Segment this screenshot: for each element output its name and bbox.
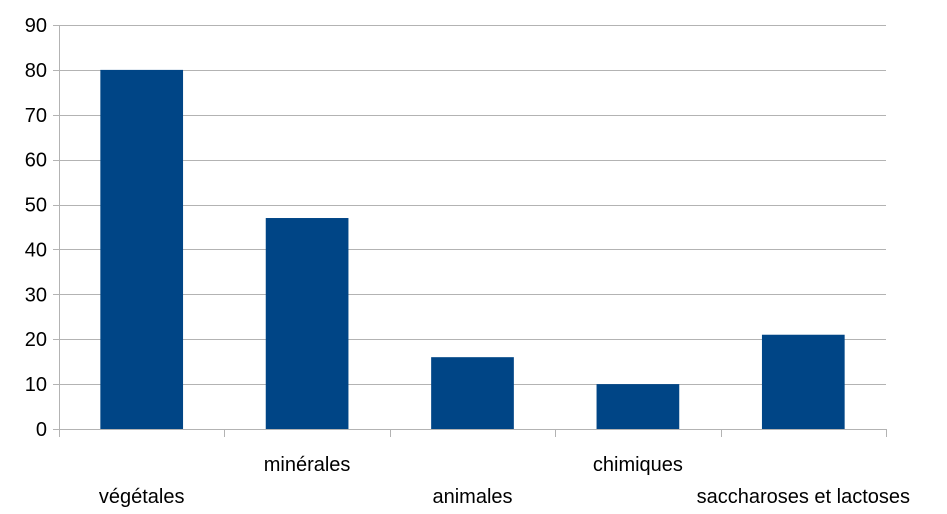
x-tick-label: animales <box>432 486 512 508</box>
bar <box>761 334 845 429</box>
y-tick-label: 30 <box>25 284 47 306</box>
axes <box>53 25 887 437</box>
y-tick-label: 60 <box>25 150 47 172</box>
y-tick-label: 20 <box>25 329 47 351</box>
y-tick-label: 70 <box>25 105 47 127</box>
gridlines <box>59 25 886 385</box>
y-tick-label: 40 <box>25 239 47 261</box>
bar <box>431 357 514 429</box>
y-tick-label: 50 <box>25 195 47 217</box>
y-tick-label: 90 <box>25 15 47 37</box>
axis-labels: 0 10 20 30 40 50 60 70 80 90 végétales minérales ani… <box>25 15 910 508</box>
bars <box>100 69 845 429</box>
y-tick-label: 80 <box>25 60 47 82</box>
bar <box>265 218 349 429</box>
y-tick-label: 10 <box>25 374 47 396</box>
x-tick-label: chimiques <box>593 454 683 476</box>
x-tick-label: végétales <box>99 486 185 508</box>
x-tick-label: saccharoses et lactoses <box>697 486 910 508</box>
x-tick-label: minérales <box>264 454 351 476</box>
bar <box>100 69 184 429</box>
bar <box>596 384 680 429</box>
y-tick-label: 0 <box>36 419 47 441</box>
